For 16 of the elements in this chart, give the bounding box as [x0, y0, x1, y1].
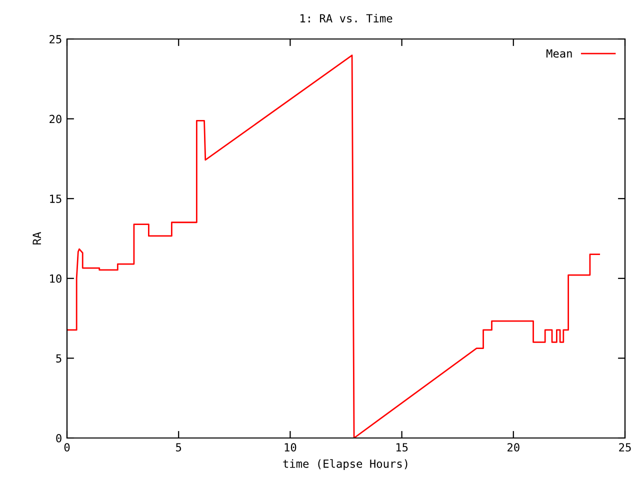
x-tick-label: 15: [396, 443, 408, 452]
y-tick-label: 20: [50, 114, 62, 124]
x-axis-title: time (Elapse Hours): [283, 459, 408, 470]
x-tick-label: 20: [508, 443, 520, 452]
y-tick-label: 0: [56, 434, 62, 442]
y-axis-title: RA: [32, 232, 41, 244]
x-tick-label: 0: [64, 443, 70, 452]
x-tick-label: 10: [284, 443, 296, 452]
x-tick-label: 25: [619, 443, 631, 452]
y-tick-label: 5: [56, 354, 62, 363]
x-tick-label: 5: [176, 443, 182, 452]
y-tick-label: 10: [50, 274, 62, 283]
legend-label: Mean: [546, 49, 572, 58]
chart-title: 1: RA vs. Time: [300, 14, 392, 22]
y-tick-label: 25: [50, 35, 62, 44]
y-tick-label: 15: [50, 194, 62, 204]
